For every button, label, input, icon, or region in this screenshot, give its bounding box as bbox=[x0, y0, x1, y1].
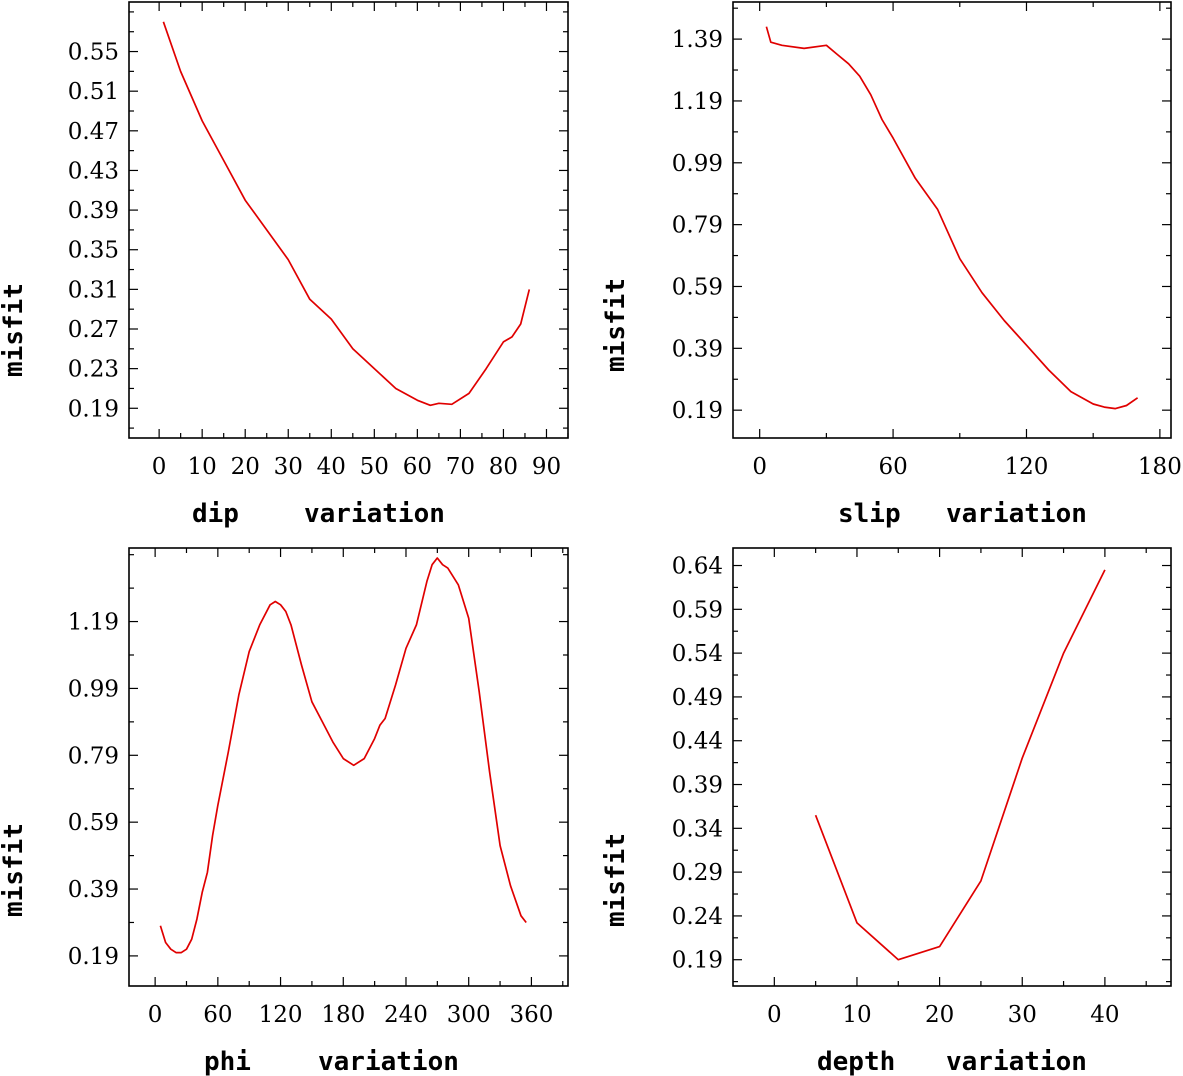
x-tick-label: 360 bbox=[509, 1002, 553, 1028]
y-tick-label: 0.39 bbox=[672, 336, 723, 362]
y-tick-label: 0.64 bbox=[672, 554, 723, 580]
plot-frame bbox=[128, 1, 569, 439]
x-tick-label: 0 bbox=[148, 1002, 163, 1028]
y-ticks: 0.19 0.39 0.59 0.79 0.99 1.19 bbox=[68, 554, 568, 970]
plot-frame bbox=[732, 547, 1172, 987]
x-axis-label: phi bbox=[204, 1047, 251, 1076]
y-tick-label: 0.59 bbox=[672, 274, 723, 300]
x-tick-label: 0 bbox=[767, 1002, 782, 1028]
x-axis-label: depth bbox=[817, 1047, 895, 1076]
x-axis-label-suffix: variation bbox=[318, 1047, 459, 1076]
y-tick-label: 0.55 bbox=[68, 40, 119, 66]
y-tick-label: 0.99 bbox=[68, 676, 119, 702]
x-tick-label: 120 bbox=[259, 1002, 303, 1028]
panel-phi: 0 60 120 180 240 300 360 0.19 0.39 0.59 0.79 0.99 1… bbox=[0, 547, 569, 1076]
y-tick-label: 0.43 bbox=[68, 158, 119, 184]
y-tick-label: 0.44 bbox=[672, 729, 723, 755]
x-ticks: 0 10 20 30 40 50 60 70 80 90 bbox=[152, 2, 569, 480]
y-tick-label: 0.39 bbox=[672, 773, 723, 799]
y-tick-label: 0.49 bbox=[672, 685, 723, 711]
x-tick-label: 20 bbox=[231, 454, 260, 480]
x-tick-label: 0 bbox=[152, 454, 167, 480]
x-ticks: 0 10 20 30 40 bbox=[767, 548, 1147, 1028]
x-tick-label: 90 bbox=[532, 454, 561, 480]
x-tick-label: 180 bbox=[1138, 454, 1182, 480]
y-tick-label: 0.79 bbox=[672, 213, 723, 239]
y-axis-label: misfit bbox=[0, 283, 29, 377]
y-tick-label: 0.19 bbox=[68, 396, 119, 422]
y-tick-label: 1.39 bbox=[672, 27, 723, 53]
x-tick-label: 30 bbox=[274, 454, 303, 480]
plot-frame bbox=[128, 547, 569, 987]
y-tick-label: 1.19 bbox=[68, 610, 119, 636]
panel-slip: 0 60 120 180 0.19 0.39 0.59 0.79 0.99 1.19 1.39 m… bbox=[601, 1, 1182, 529]
x-tick-label: 40 bbox=[317, 454, 346, 480]
y-tick-label: 0.31 bbox=[68, 277, 119, 303]
y-tick-label: 0.34 bbox=[672, 816, 723, 842]
x-tick-label: 50 bbox=[360, 454, 389, 480]
x-ticks: 0 60 120 180 240 300 360 bbox=[148, 548, 564, 1028]
y-tick-label: 0.19 bbox=[672, 948, 723, 974]
x-tick-label: 60 bbox=[203, 1002, 232, 1028]
y-tick-label: 1.19 bbox=[672, 89, 723, 115]
plot-frame bbox=[732, 1, 1172, 439]
misfit-curve bbox=[159, 557, 527, 954]
y-tick-label: 0.27 bbox=[68, 317, 119, 343]
x-tick-label: 240 bbox=[384, 1002, 428, 1028]
x-axis-label-suffix: variation bbox=[946, 1047, 1087, 1076]
x-tick-label: 40 bbox=[1090, 1002, 1119, 1028]
y-axis-label: misfit bbox=[601, 278, 631, 372]
y-tick-label: 0.59 bbox=[68, 810, 119, 836]
panel-dip: 0 10 20 30 40 50 60 70 80 90 0.19 0.23 0.27 0.31 0.35… bbox=[0, 1, 569, 529]
y-tick-label: 0.35 bbox=[68, 238, 119, 264]
y-tick-label: 0.54 bbox=[672, 641, 723, 667]
y-tick-label: 0.23 bbox=[68, 357, 119, 383]
y-tick-label: 0.19 bbox=[68, 944, 119, 970]
x-axis-label: dip bbox=[192, 499, 239, 529]
y-tick-label: 0.79 bbox=[68, 743, 119, 769]
x-tick-label: 30 bbox=[1008, 1002, 1037, 1028]
x-tick-label: 10 bbox=[188, 454, 217, 480]
x-tick-label: 180 bbox=[321, 1002, 365, 1028]
x-axis-label-suffix: variation bbox=[946, 499, 1087, 529]
x-tick-label: 70 bbox=[446, 454, 475, 480]
x-tick-label: 20 bbox=[925, 1002, 954, 1028]
x-ticks: 0 60 120 180 bbox=[752, 2, 1182, 480]
y-tick-label: 0.29 bbox=[672, 860, 723, 886]
misfit-curve bbox=[814, 569, 1106, 961]
y-tick-label: 0.51 bbox=[68, 79, 119, 105]
y-tick-label: 0.19 bbox=[672, 398, 723, 424]
y-axis-label: misfit bbox=[601, 833, 631, 927]
x-axis-label-suffix: variation bbox=[304, 499, 445, 529]
x-tick-label: 10 bbox=[842, 1002, 871, 1028]
y-ticks: 0.19 0.39 0.59 0.79 0.99 1.19 1.39 bbox=[672, 7, 1171, 424]
misfit-curve bbox=[162, 21, 531, 407]
y-tick-label: 0.99 bbox=[672, 151, 723, 177]
y-tick-label: 0.39 bbox=[68, 877, 119, 903]
x-tick-label: 60 bbox=[878, 454, 907, 480]
y-ticks: 0.19 0.24 0.29 0.34 0.39 0.44 0.49 0.54 0.59 0.64 bbox=[672, 554, 1171, 983]
x-tick-label: 0 bbox=[752, 454, 767, 480]
x-tick-label: 80 bbox=[489, 454, 518, 480]
y-tick-label: 0.24 bbox=[672, 904, 723, 930]
misfit-curve bbox=[765, 26, 1139, 410]
y-ticks: 0.19 0.23 0.27 0.31 0.35 0.39 0.43 0.47 0.51 0.55 bbox=[68, 11, 568, 429]
y-axis-label: misfit bbox=[0, 823, 29, 917]
x-axis-label: slip bbox=[838, 499, 901, 529]
y-tick-label: 0.59 bbox=[672, 597, 723, 623]
x-tick-label: 120 bbox=[1005, 454, 1049, 480]
panel-depth: 0 10 20 30 40 0.190.240.290.340.390.440.490.… bbox=[601, 547, 1172, 1076]
x-tick-label: 300 bbox=[447, 1002, 491, 1028]
y-tick-label: 0.47 bbox=[68, 119, 119, 145]
x-tick-label: 60 bbox=[403, 454, 432, 480]
y-tick-label: 0.39 bbox=[68, 198, 119, 224]
